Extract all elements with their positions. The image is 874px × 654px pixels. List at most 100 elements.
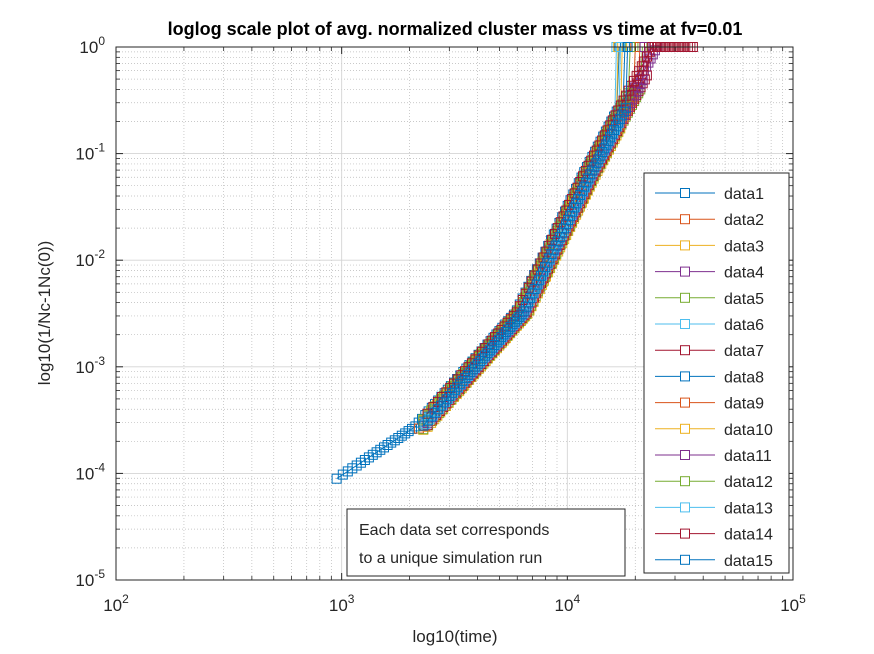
y-tick-label: 10-1 [75, 141, 105, 164]
series-marker-data15 [603, 135, 614, 146]
series-marker-data1 [407, 423, 417, 434]
legend-marker-data5 [680, 292, 690, 303]
legend-marker-data6 [680, 319, 690, 329]
legend-item-data10: data10 [655, 422, 773, 439]
legend-item-data3: data3 [655, 238, 764, 255]
series-marker-data15 [616, 110, 627, 121]
series-marker-data14 [538, 252, 549, 263]
legend-item-data8: data8 [655, 369, 764, 386]
series-marker-data15 [612, 117, 623, 128]
series-marker-data15 [438, 397, 449, 408]
series-marker-data15 [605, 132, 616, 143]
legend-label-data13: data13 [724, 500, 773, 517]
series-marker-data15 [620, 103, 631, 114]
tick-labels: 102 103 104 105 10-5 10-4 10-3 10-2 10-1 100 [75, 34, 806, 615]
axes-box [115, 46, 794, 581]
annotation-frame [346, 508, 626, 577]
series-marker-data15 [447, 387, 458, 398]
y-tick-label: 10-3 [75, 354, 105, 377]
legend-marker-data11 [680, 450, 690, 460]
series-marker-data14 [523, 282, 534, 293]
series-marker-data14 [578, 171, 588, 182]
series-marker-data15 [444, 391, 455, 401]
legend-label-data10: data10 [724, 422, 773, 439]
legend-label-data3: data3 [724, 238, 764, 255]
legend-label-data11: data11 [724, 448, 772, 465]
legend-label-data6: data6 [724, 317, 764, 334]
legend-marker-data4 [680, 266, 690, 277]
legend-label-data2: data2 [724, 212, 764, 229]
legend-item-data1: data1 [655, 186, 764, 203]
x-axis-label: log10(time) [412, 627, 497, 646]
series-marker-data15 [593, 154, 604, 165]
legend-item-data4: data4 [655, 265, 764, 282]
legend-items: data1 data2 data3 data4 data5 data6 data7 data8… [655, 186, 773, 570]
series-marker-data14 [541, 246, 552, 257]
legend-item-data5: data5 [655, 291, 764, 308]
annotation-line-2: to a unique simulation run [359, 550, 542, 567]
series-marker-data15 [449, 384, 460, 395]
legend-marker-data9 [680, 397, 690, 408]
series-marker-data14 [532, 264, 543, 275]
series-marker-data14 [555, 217, 566, 228]
legend-item-data13: data13 [655, 500, 773, 517]
series-marker-data15 [609, 125, 619, 135]
legend-marker-data13 [680, 502, 690, 513]
series-marker-data14 [422, 408, 433, 419]
legend-item-data7: data7 [655, 343, 764, 360]
annotation-line-1: Each data set corresponds [359, 522, 549, 539]
y-tick-label: 10-5 [75, 567, 105, 590]
legend-label-data5: data5 [724, 291, 764, 308]
legend-marker-data3 [680, 240, 690, 251]
legend: data1 data2 data3 data4 data5 data6 data7 data8… [643, 172, 790, 574]
series-marker-data15 [452, 381, 463, 392]
legend-label-data12: data12 [724, 474, 773, 491]
series-layer [331, 42, 698, 484]
series-marker-data14 [569, 188, 580, 199]
annotation-box: Each data set corresponds to a unique si… [346, 508, 626, 577]
series-marker-data15 [435, 400, 446, 411]
series-marker-data15 [611, 121, 621, 132]
x-tick-label: 105 [780, 592, 806, 615]
legend-marker-data14 [680, 528, 690, 539]
legend-label-data9: data9 [724, 396, 764, 413]
legend-label-data15: data15 [724, 553, 773, 570]
legend-label-data14: data14 [724, 527, 773, 544]
legend-label-data7: data7 [724, 343, 764, 360]
legend-marker-data10 [680, 423, 690, 434]
y-axis-label: log10(1/Nc-1Nc(0)) [35, 241, 54, 386]
legend-label-data1: data1 [724, 186, 764, 203]
series-marker-data14 [508, 310, 519, 321]
legend-marker-data7 [680, 345, 690, 356]
series-marker-data15 [455, 378, 466, 389]
series-marker-data15 [429, 407, 440, 418]
legend-item-data15: data15 [655, 553, 773, 570]
series-marker-data14 [499, 321, 510, 332]
legend-marker-data1 [680, 188, 690, 198]
legend-item-data2: data2 [655, 212, 764, 229]
legend-item-data12: data12 [655, 474, 773, 491]
y-tick-label: 10-2 [75, 247, 105, 270]
legend-marker-data15 [680, 554, 690, 565]
x-tick-label: 102 [103, 592, 129, 615]
series-data15 [418, 42, 633, 431]
series-marker-data14 [547, 234, 558, 245]
series-marker-data15 [614, 114, 625, 125]
series-marker-data15 [601, 139, 612, 150]
series-marker-data15 [607, 128, 618, 139]
series-marker-data15 [457, 375, 468, 386]
legend-marker-data8 [680, 371, 690, 382]
legend-item-data11: data11 [655, 448, 772, 465]
series-marker-data14 [564, 199, 575, 210]
y-tick-label: 10-4 [75, 460, 105, 483]
legend-label-data4: data4 [724, 265, 764, 282]
legend-marker-data2 [680, 214, 690, 225]
legend-item-data9: data9 [655, 396, 764, 413]
x-tick-label: 103 [329, 592, 355, 615]
series-marker-data15 [432, 404, 443, 415]
x-tick-label: 104 [555, 592, 581, 615]
series-marker-data15 [618, 106, 629, 117]
series-marker-data14 [517, 295, 528, 305]
series-marker-data15 [426, 411, 437, 422]
